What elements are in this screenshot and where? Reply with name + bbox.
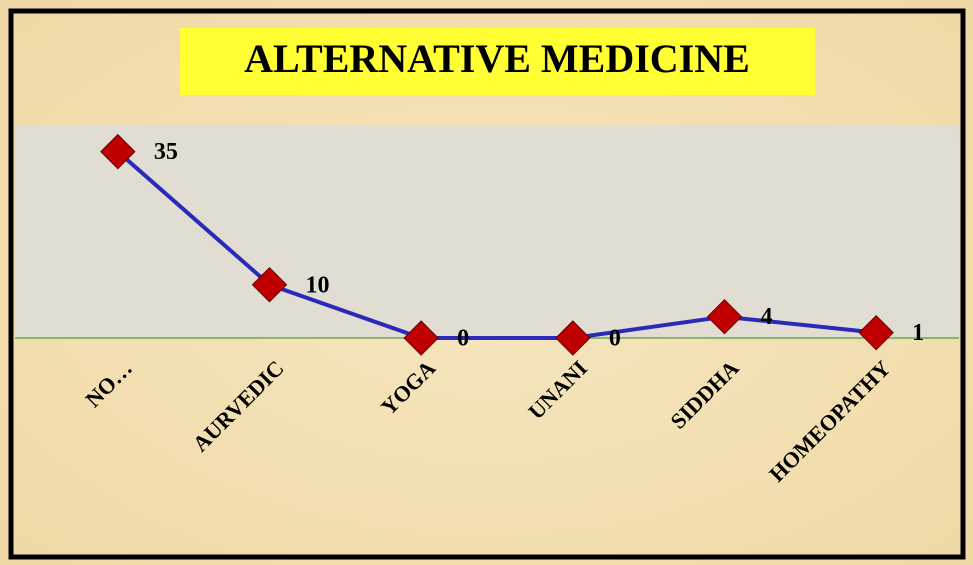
marker — [555, 320, 591, 356]
data-label: 4 — [761, 304, 773, 330]
marker — [403, 320, 439, 356]
marker — [100, 133, 136, 170]
title-box — [180, 28, 815, 95]
data-label: 35 — [154, 139, 178, 165]
plot-area — [15, 125, 959, 338]
series-line — [116, 150, 877, 340]
marker — [706, 298, 743, 335]
data-label: 0 — [457, 326, 469, 352]
data-label: 1 — [912, 320, 924, 346]
marker — [858, 314, 894, 351]
data-label: 10 — [306, 272, 330, 298]
marker — [251, 267, 288, 303]
chart-title: ALTERNATIVE MEDICINE — [244, 36, 750, 81]
frame — [8, 8, 966, 560]
data-label: 0 — [609, 326, 621, 352]
